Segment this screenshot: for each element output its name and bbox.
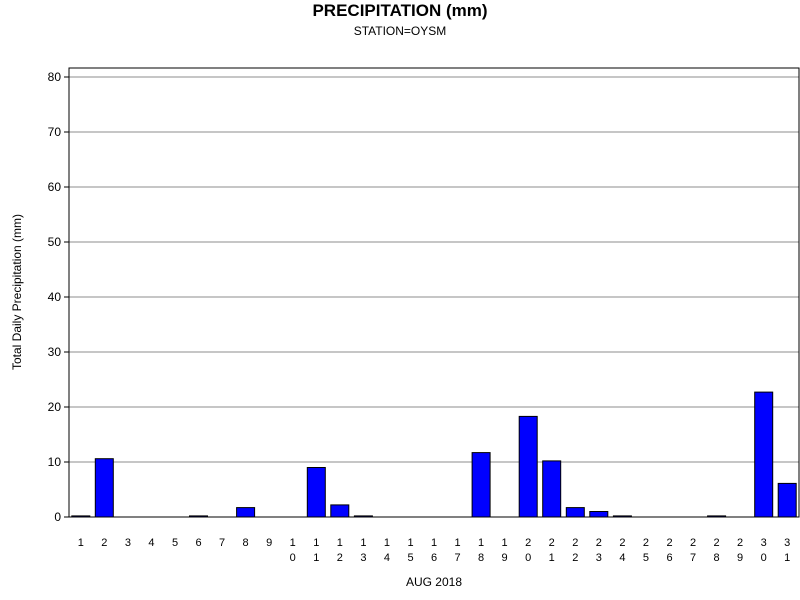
plot-frame [68,67,800,518]
bar-day-2 [94,458,114,518]
y-tick-label: 80 [48,70,62,84]
bar-day-20 [518,415,538,518]
chart-title: PRECIPITATION (mm) [312,1,488,20]
y-tick-label: 60 [48,180,62,194]
bar-day-12 [330,504,350,518]
y-axis-label: Total Daily Precipitation (mm) [10,214,24,370]
y-tick-label: 50 [48,235,62,249]
bar-day-11 [306,467,326,518]
x-tick-label: 3 [125,537,131,549]
y-tick-label: 40 [48,290,62,304]
x-tick-label: 7 [219,537,225,549]
bar-day-21 [542,460,562,518]
bars [71,391,797,518]
y-tick-label: 0 [54,510,61,524]
y-tick-label: 70 [48,125,62,139]
x-tick-label: 6 [195,537,201,549]
gridlines [69,76,799,463]
x-tick-label: 2 [101,537,107,549]
x-axis-label: AUG 2018 [406,575,462,589]
y-tick-label: 30 [48,345,62,359]
x-axis: 1 2 3 4 5 6 7 8 9 1 01 11 21 31 41 51 61 71 81 92 02 12 22 32 42… [78,537,791,564]
bar-day-18 [471,452,491,518]
x-tick-label: 8 [243,537,249,549]
bar-day-23 [589,511,609,518]
bar-day-8 [236,507,256,518]
chart-subtitle: STATION=OYSM [353,24,447,38]
y-tick-label: 10 [48,455,62,469]
x-tick-label: 1 [78,537,84,549]
bar-day-31 [777,482,797,518]
y-axis: 0 10 20 30 40 50 60 70 80 [48,70,69,524]
y-tick-label: 20 [48,400,62,414]
bar-day-22 [565,507,585,518]
bar-day-30 [754,391,774,518]
x-tick-label: 9 [266,537,272,549]
x-tick-label: 5 [172,537,178,549]
x-tick-label: 4 [148,537,154,549]
